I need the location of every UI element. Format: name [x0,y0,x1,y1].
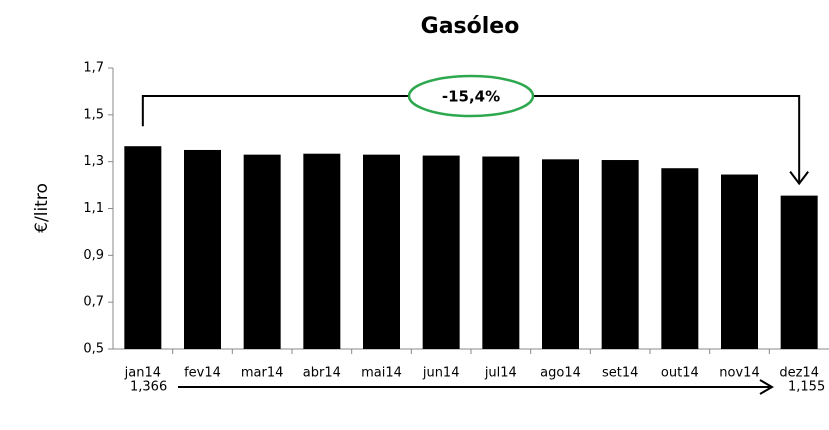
bar [721,174,758,349]
y-axis-label: €/litro [32,183,52,233]
x-tick-label: ago14 [540,366,581,381]
y-tick-label: 1,5 [83,107,104,122]
chart-title: Gasóleo [421,14,520,39]
bar [303,153,341,349]
bar [124,146,162,349]
y-tick-label: 1,1 [83,201,104,216]
y-tick-label: 0,5 [83,342,104,357]
x-tick-label: mai14 [361,366,402,381]
bar [542,159,579,349]
annotation-ellipse [407,74,535,118]
bar [363,154,400,349]
value-label: 1,155 [788,380,825,395]
x-tick-label: jul14 [484,366,517,381]
value-label: 1,366 [130,380,167,395]
bar [184,149,221,349]
x-tick-label: jan14 [124,366,161,381]
bar [243,154,281,349]
bar [601,160,639,349]
annotation: -15,4% [442,88,500,106]
x-tick-label: out14 [661,366,699,381]
bar [661,168,699,349]
x-tick-label: fev14 [184,366,221,381]
x-tick-label: abr14 [303,366,341,381]
y-tick-label: 1,7 [83,61,104,76]
bar [482,156,520,349]
x-tick-label: mar14 [241,366,284,381]
x-tick-label: dez14 [779,366,819,381]
y-tick-label: 0,7 [83,295,104,310]
arrow-head [789,171,809,186]
bar [780,195,818,349]
x-tick-label: set14 [602,366,638,381]
y-tick-label: 0,9 [83,248,104,263]
y-tick-label: 1,3 [83,154,104,169]
x-tick-label: jun14 [422,366,460,381]
x-tick-label: nov14 [719,366,759,381]
bar [422,155,460,349]
bottom-arrow-head [759,379,774,395]
